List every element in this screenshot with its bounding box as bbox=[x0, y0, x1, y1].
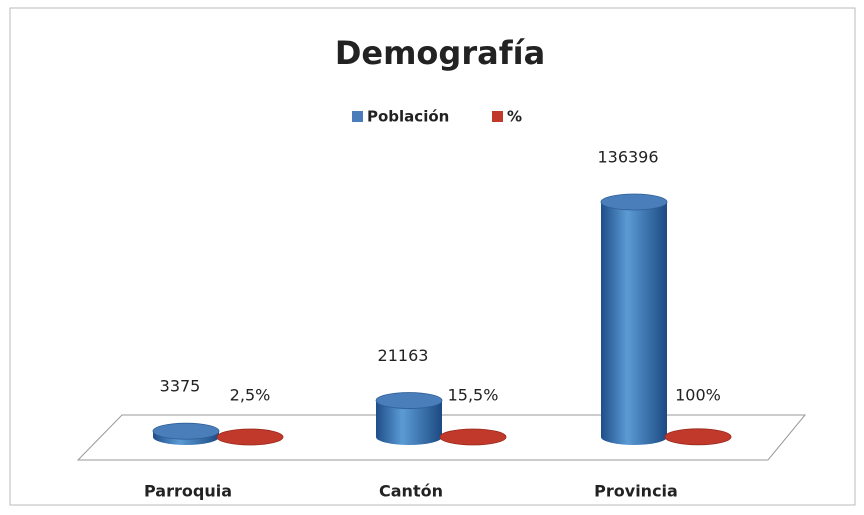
legend-label: Población bbox=[367, 108, 449, 126]
cylinder-top bbox=[152, 422, 220, 440]
x-tick-label: Provincia bbox=[594, 482, 678, 501]
cylinder-body bbox=[601, 202, 667, 445]
cylinder-top bbox=[600, 193, 668, 211]
data-label: 136396 bbox=[597, 148, 658, 167]
cylinder-top bbox=[664, 428, 732, 446]
legend-swatch bbox=[352, 111, 363, 122]
data-label: 15,5% bbox=[448, 386, 499, 405]
x-tick-label: Cantón bbox=[379, 482, 443, 501]
legend-swatch bbox=[492, 111, 503, 122]
cylinder-top bbox=[439, 428, 507, 446]
cylinder-top bbox=[216, 428, 284, 446]
data-label: 21163 bbox=[378, 346, 429, 365]
x-tick-label: Parroquia bbox=[144, 482, 232, 501]
legend-label: % bbox=[507, 108, 522, 126]
chart-title: Demografía bbox=[335, 34, 545, 72]
cylinder-body bbox=[376, 400, 442, 445]
cylinder-top bbox=[375, 392, 443, 409]
data-label: 2,5% bbox=[230, 386, 271, 405]
data-label: 100% bbox=[675, 386, 721, 405]
data-label: 3375 bbox=[160, 377, 201, 396]
